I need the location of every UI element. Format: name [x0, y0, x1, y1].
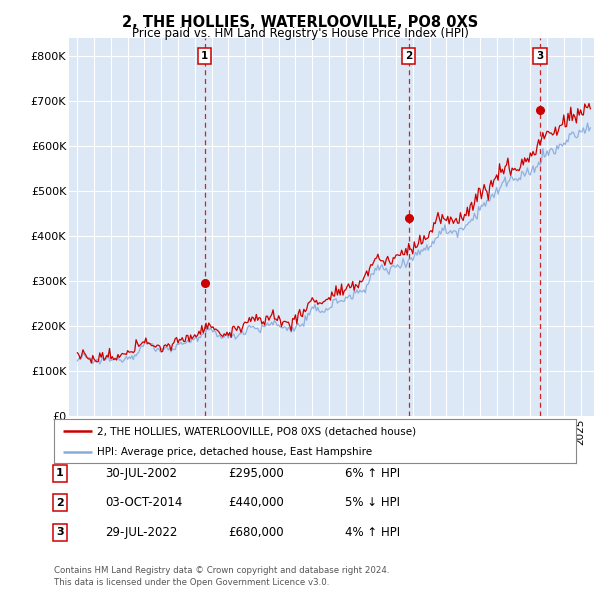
Text: 3: 3	[56, 527, 64, 537]
Text: 03-OCT-2014: 03-OCT-2014	[105, 496, 182, 509]
Text: 4% ↑ HPI: 4% ↑ HPI	[345, 526, 400, 539]
Text: £295,000: £295,000	[228, 467, 284, 480]
Text: Price paid vs. HM Land Registry's House Price Index (HPI): Price paid vs. HM Land Registry's House …	[131, 27, 469, 40]
Text: Contains HM Land Registry data © Crown copyright and database right 2024.
This d: Contains HM Land Registry data © Crown c…	[54, 566, 389, 587]
Text: 2: 2	[405, 51, 412, 61]
Text: 3: 3	[536, 51, 544, 61]
Text: 1: 1	[56, 468, 64, 478]
Text: 2: 2	[56, 498, 64, 507]
Text: 30-JUL-2002: 30-JUL-2002	[105, 467, 177, 480]
Text: 6% ↑ HPI: 6% ↑ HPI	[345, 467, 400, 480]
Text: 2, THE HOLLIES, WATERLOOVILLE, PO8 0XS: 2, THE HOLLIES, WATERLOOVILLE, PO8 0XS	[122, 15, 478, 30]
Text: £440,000: £440,000	[228, 496, 284, 509]
Text: £680,000: £680,000	[228, 526, 284, 539]
Text: HPI: Average price, detached house, East Hampshire: HPI: Average price, detached house, East…	[97, 447, 372, 457]
Text: 5% ↓ HPI: 5% ↓ HPI	[345, 496, 400, 509]
Text: 29-JUL-2022: 29-JUL-2022	[105, 526, 178, 539]
Text: 1: 1	[201, 51, 208, 61]
Text: 2, THE HOLLIES, WATERLOOVILLE, PO8 0XS (detached house): 2, THE HOLLIES, WATERLOOVILLE, PO8 0XS (…	[97, 427, 416, 436]
